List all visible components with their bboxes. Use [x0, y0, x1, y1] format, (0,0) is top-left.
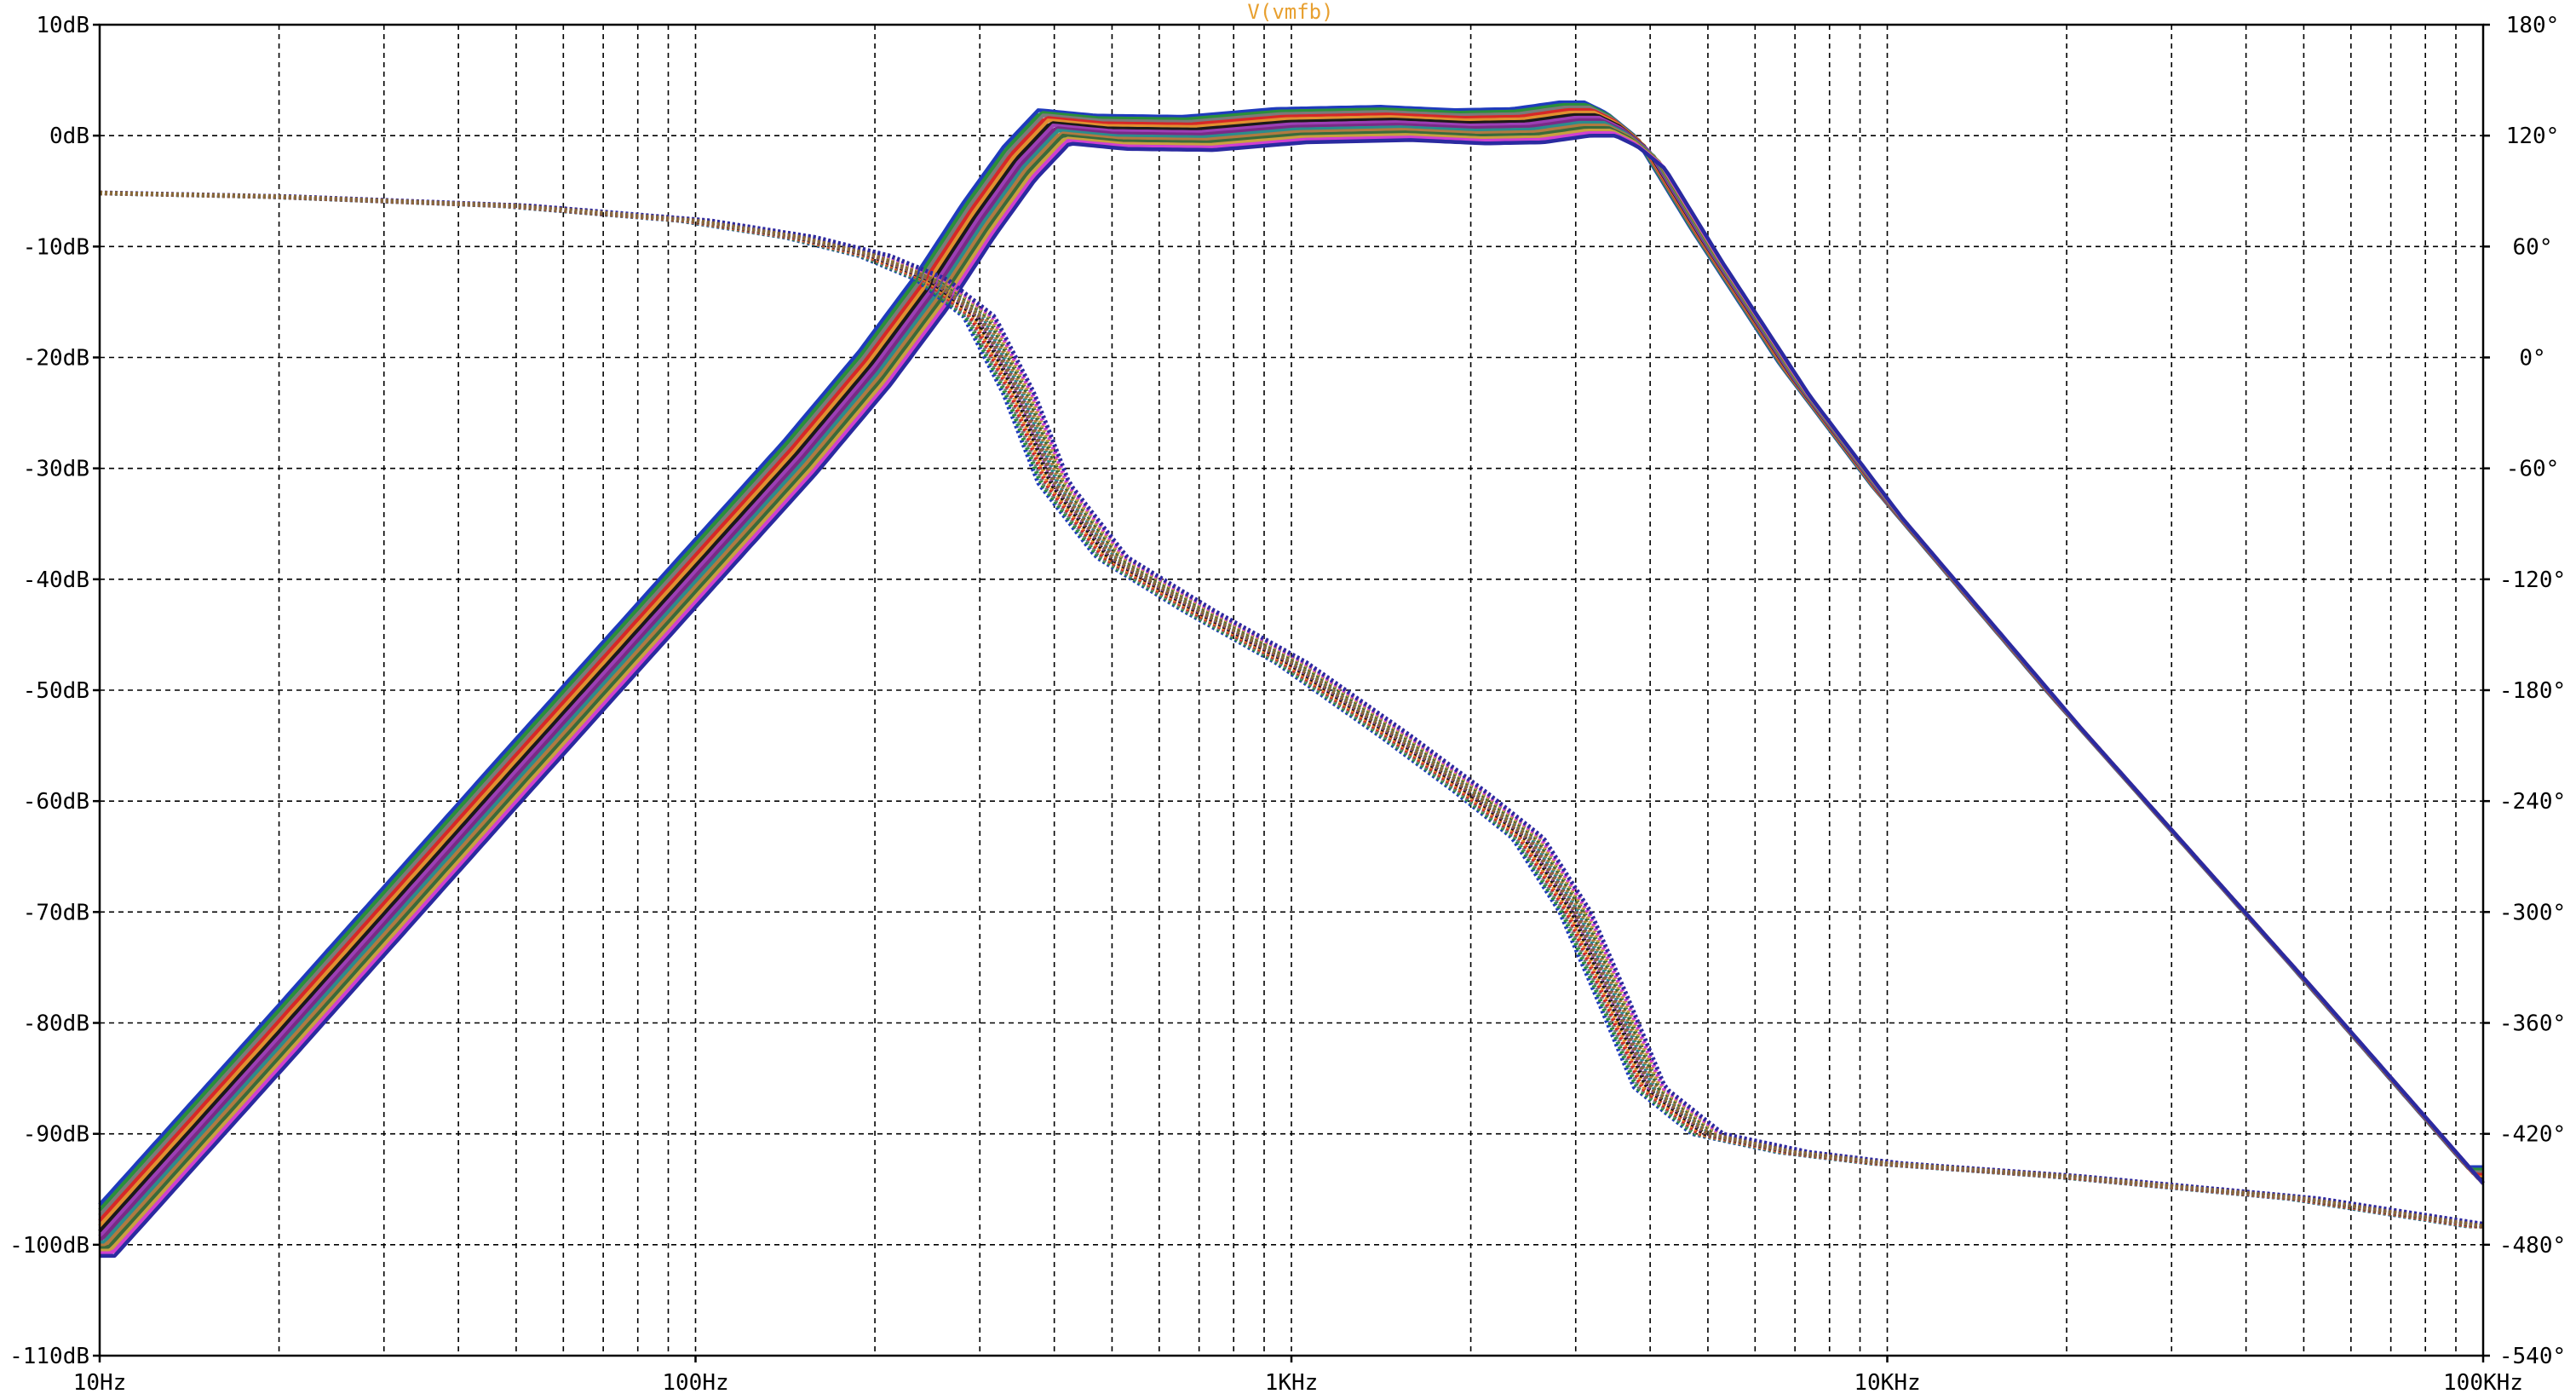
y-tick-label-right: -180° [2499, 678, 2566, 704]
y-tick-label-right: -420° [2499, 1122, 2566, 1148]
y-tick-label-right: -480° [2499, 1233, 2566, 1259]
y-tick-label-right: -360° [2499, 1011, 2566, 1037]
y-tick-label-left: -80dB [23, 1011, 89, 1037]
y-tick-label-right: -240° [2499, 789, 2566, 815]
y-tick-label-left: -20dB [23, 346, 89, 372]
phase-trace-nominal [99, 190, 2484, 1229]
axis-ticks [93, 23, 2490, 1362]
y-axis-right-labels: 180° 120° 60° 0° -60° -120° -180° -240° -300° -36… [2499, 13, 2566, 1369]
y-tick-label-right: -60° [2506, 457, 2560, 482]
y-tick-label-right: 120° [2506, 124, 2560, 149]
y-tick-label-left: -50dB [23, 678, 89, 704]
y-tick-label-right: 180° [2506, 13, 2560, 38]
x-tick-label: 1KHz [1265, 1370, 1319, 1394]
y-tick-label-left: -30dB [23, 457, 89, 482]
y-tick-label-left: -10dB [23, 234, 89, 260]
y-tick-label-left: -110dB [9, 1344, 89, 1369]
y-tick-label-right: -540° [2499, 1344, 2566, 1369]
x-tick-label: 10Hz [73, 1370, 127, 1394]
y-tick-label-left: 10dB [36, 13, 89, 38]
phase-traces [99, 190, 2484, 1229]
y-tick-label-left: -90dB [23, 1122, 89, 1148]
y-tick-label-left: 0dB [49, 124, 89, 149]
magnitude-trace [100, 133, 2485, 1259]
y-tick-label-right: 0° [2519, 346, 2545, 372]
y-tick-label-right: -120° [2499, 567, 2566, 593]
gridlines [100, 24, 2483, 1357]
y-tick-label-left: -70dB [23, 900, 89, 925]
y-tick-label-left: -60dB [23, 789, 89, 815]
y-tick-label-left: -100dB [9, 1233, 89, 1259]
y-tick-label-left: -40dB [23, 567, 89, 593]
magnitude-traces [98, 100, 2485, 1259]
y-tick-label-right: -300° [2499, 900, 2566, 925]
x-tick-label: 100Hz [662, 1370, 728, 1394]
trace-title[interactable]: V(vmfb) [1247, 0, 1333, 24]
x-tick-label: 100KHz [2443, 1370, 2523, 1394]
magnitude-trace [100, 125, 2485, 1251]
x-axis-labels: 10Hz 100Hz 1KHz 10KHz 100KHz [73, 1370, 2523, 1394]
y-tick-label-right: 60° [2513, 234, 2553, 260]
y-axis-left-labels: 10dB 0dB -10dB -20dB -30dB -40dB -50dB -60dB -70… [9, 13, 89, 1369]
x-tick-label: 10KHz [1854, 1370, 1920, 1394]
